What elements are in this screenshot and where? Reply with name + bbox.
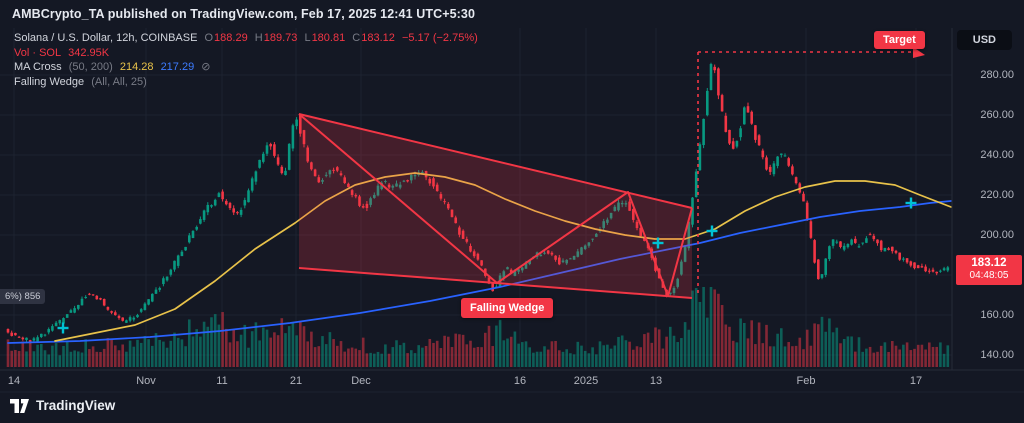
close-label: C — [352, 32, 361, 44]
price-axis-label: 140.00 — [980, 349, 1014, 361]
ma-cross-legend-row[interactable]: MA Cross (50, 200) 214.28 217.29 ⊘ — [14, 60, 482, 75]
close-value: 183.12 — [361, 32, 395, 44]
open-label: O — [204, 32, 214, 44]
time-axis-label: 17 — [909, 375, 923, 387]
price-axis-label: 240.00 — [980, 149, 1014, 161]
pattern-legend-row[interactable]: Falling Wedge (All, All, 25) — [14, 75, 482, 90]
falling-wedge-layer — [298, 113, 693, 299]
high-value: 189.73 — [263, 32, 298, 44]
target-projection-layer — [697, 47, 925, 293]
axis-dividers — [0, 28, 1024, 393]
price-axis-label: 220.00 — [980, 189, 1014, 201]
attribution-text: AMBCrypto_TA published on TradingView.co… — [12, 7, 476, 21]
left-edge-cutoff-label: 6%) 856 — [0, 289, 46, 304]
time-axis-label: Dec — [351, 375, 371, 387]
last-price-value: 183.12 — [971, 256, 1007, 269]
time-axis-label: 16 — [513, 375, 527, 387]
time-axis-label: Feb — [796, 375, 816, 387]
ma-cross-label: MA Cross — [14, 61, 62, 73]
price-axis-label: 160.00 — [980, 309, 1014, 321]
time-axis-label: 13 — [649, 375, 663, 387]
time-axis-label: 21 — [289, 375, 303, 387]
symbol-title: Solana / U.S. Dollar, 12h, COINBASE — [14, 32, 198, 44]
time-axis-label: 2025 — [573, 375, 599, 387]
pattern-params: (All, All, 25) — [91, 75, 147, 88]
target-annotation-label[interactable]: Target — [874, 31, 925, 49]
chart-legend: Solana / U.S. Dollar, 12h, COINBASE O188… — [14, 31, 482, 89]
volume-value: 342.95K — [68, 46, 110, 59]
currency-toggle-button[interactable]: USD — [956, 30, 1012, 50]
time-axis-label: Nov — [136, 375, 156, 387]
low-value: 180.81 — [311, 32, 346, 44]
price-axis-label: 280.00 — [980, 69, 1014, 81]
change-value: −5.17 (−2.75%) — [401, 32, 478, 44]
target-arrow-icon — [913, 47, 925, 58]
falling-wedge-annotation-label[interactable]: Falling Wedge — [461, 298, 554, 318]
time-axis-label: 14 — [7, 375, 21, 387]
price-axis-label: 200.00 — [980, 229, 1014, 241]
volume-layer — [6, 287, 950, 367]
open-value: 188.29 — [214, 32, 248, 44]
high-label: H — [254, 32, 263, 44]
pattern-label: Falling Wedge — [14, 75, 85, 88]
moving-averages-layer — [7, 172, 952, 344]
symbol-legend-row[interactable]: Solana / U.S. Dollar, 12h, COINBASE O188… — [14, 31, 482, 46]
ma50-value: 214.28 — [119, 61, 154, 73]
volume-legend-row[interactable]: Vol · SOL 342.95K — [14, 46, 482, 61]
ma200-value: 217.29 — [160, 61, 195, 73]
volume-label: Vol · SOL — [14, 46, 62, 59]
low-label: L — [304, 32, 311, 44]
bar-close-countdown: 04:48:05 — [969, 269, 1009, 281]
hidden-indicator-icon[interactable]: ⊘ — [201, 60, 211, 73]
tradingview-logo-link[interactable]: TradingView — [10, 398, 115, 413]
tradingview-logo-icon — [10, 398, 29, 413]
ma-cross-markers-layer — [57, 197, 917, 334]
time-axis-label: 11 — [216, 375, 228, 387]
ma-cross-params: (50, 200) — [68, 61, 113, 73]
price-axis-label: 260.00 — [980, 109, 1014, 121]
footer-branding: TradingView — [10, 398, 115, 413]
last-price-tag: 183.12 04:48:05 — [956, 254, 1022, 285]
tradingview-wordmark: TradingView — [36, 398, 116, 413]
